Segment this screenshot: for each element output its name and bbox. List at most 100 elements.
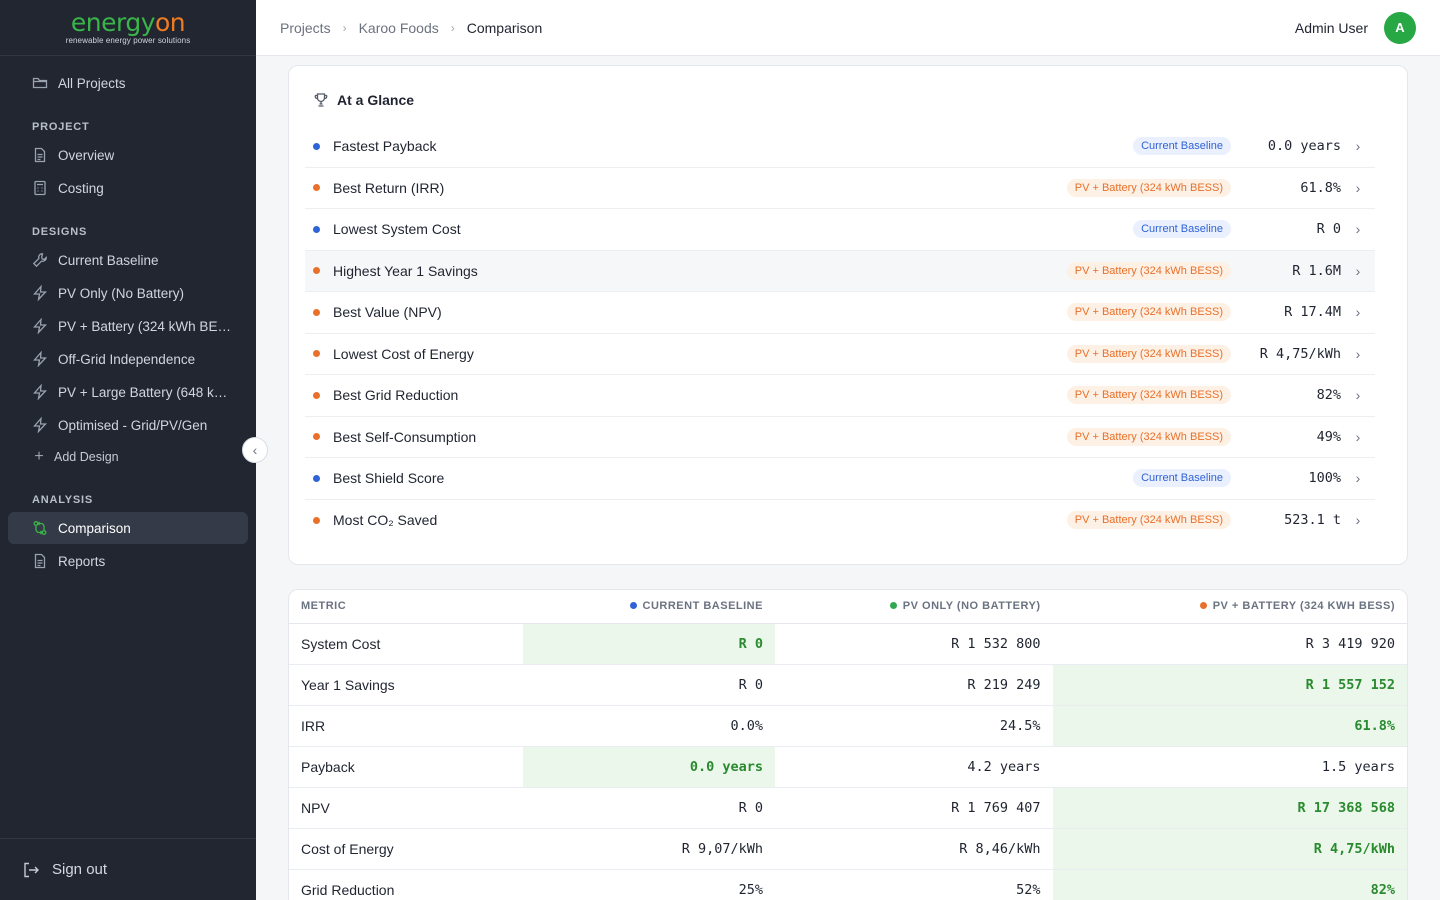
comparison-table-card: METRIC CURRENT BASELINE PV ONLY (NO BATTER…: [288, 589, 1408, 900]
section-title-designs: DESIGNS: [32, 226, 88, 238]
value-cell: R 0: [523, 664, 775, 706]
table-header-row: METRIC CURRENT BASELINE PV ONLY (NO BATTER…: [289, 590, 1407, 624]
glance-label: Most CO₂ Saved: [333, 512, 438, 529]
chevron-right-icon[interactable]: ›: [1355, 387, 1361, 404]
sidebar-item-label: Overview: [58, 147, 115, 163]
glance-row[interactable]: Fastest Payback Current Baseline 0.0 years…: [305, 126, 1375, 168]
glance-row[interactable]: Lowest Cost of Energy PV + Battery (324 k…: [305, 334, 1375, 375]
sidebar-item-pv-only[interactable]: PV Only (No Battery): [8, 277, 248, 309]
add-design-button[interactable]: + Add Design: [8, 442, 248, 472]
value-cell: R 1 532 800: [774, 623, 1053, 665]
breadcrumb-projects[interactable]: Projects: [280, 19, 331, 36]
chevron-right-icon[interactable]: ›: [1355, 179, 1361, 196]
glance-row[interactable]: Best Value (NPV) PV + Battery (324 kWh BE…: [305, 292, 1375, 334]
breadcrumb-project[interactable]: Karoo Foods: [358, 19, 439, 36]
sidebar-item-comparison[interactable]: Comparison: [8, 512, 248, 544]
metric-cell: Year 1 Savings: [289, 664, 524, 706]
sidebar-item-label: PV + Large Battery (648 kWh BESS): [58, 384, 234, 400]
column-header: PV ONLY (NO BATTERY): [774, 590, 1053, 624]
glance-value: 61.8%: [1300, 179, 1341, 196]
sign-out-button[interactable]: Sign out: [0, 838, 256, 900]
breadcrumb: Projects › Karoo Foods › Comparison: [280, 20, 542, 36]
glance-label: Best Grid Reduction: [333, 387, 459, 404]
status-dot: [313, 308, 320, 316]
glance-row[interactable]: Best Shield Score Current Baseline 100% ›: [305, 458, 1375, 500]
chevron-right-icon[interactable]: ›: [1355, 138, 1361, 155]
glance-label: Lowest System Cost: [333, 221, 461, 238]
glance-value: R 17.4M: [1284, 304, 1341, 321]
glance-value: R 0: [1316, 221, 1341, 238]
chevron-right-icon[interactable]: ›: [1355, 304, 1361, 321]
column-header: METRIC: [289, 590, 524, 624]
user-menu[interactable]: Admin User A: [1295, 11, 1416, 44]
document-icon: [32, 147, 48, 163]
sidebar-item-current-baseline[interactable]: Current Baseline: [8, 244, 248, 276]
sidebar-item-label: PV Only (No Battery): [58, 285, 185, 301]
chevron-right-icon[interactable]: ›: [1355, 512, 1361, 529]
glance-row[interactable]: Best Return (IRR) PV + Battery (324 kWh B…: [305, 168, 1375, 209]
sidebar-item-optimised[interactable]: Optimised - Grid/PV/Gen: [8, 409, 248, 441]
sidebar-item-all-projects[interactable]: All Projects: [8, 67, 248, 99]
chevron-right-icon: ›: [450, 20, 455, 35]
glance-value: R 4,75/kWh: [1259, 345, 1341, 362]
status-dot: [313, 267, 320, 275]
table-row: Grid Reduction 25% 52% 82%: [289, 869, 1407, 900]
glance-value: 0.0 years: [1267, 138, 1341, 155]
value-cell: R 17 368 568: [1052, 787, 1407, 829]
glance-row[interactable]: Most CO₂ Saved PV + Battery (324 kWh BESS…: [305, 500, 1375, 542]
design-badge: PV + Battery (324 kWh BESS): [1066, 261, 1231, 280]
glance-label: Best Return (IRR): [333, 179, 445, 196]
sidebar-item-label: Comparison: [58, 520, 131, 536]
design-badge: PV + Battery (324 kWh BESS): [1066, 386, 1231, 405]
design-badge: PV + Battery (324 kWh BESS): [1066, 427, 1231, 446]
sidebar-nav: All Projects PROJECT Overview Costing DE…: [0, 56, 256, 577]
chevron-right-icon[interactable]: ›: [1355, 428, 1361, 445]
sidebar-item-pv-battery[interactable]: PV + Battery (324 kWh BESS): [8, 310, 248, 342]
chevron-right-icon[interactable]: ›: [1355, 262, 1361, 279]
status-dot: [313, 142, 320, 150]
sidebar-item-label: Reports: [58, 553, 106, 569]
section-title-project: PROJECT: [32, 121, 90, 133]
glance-row[interactable]: Highest Year 1 Savings PV + Battery (324 …: [305, 250, 1375, 292]
value-cell: 4.2 years: [774, 746, 1053, 788]
table-row: Payback 0.0 years 4.2 years 1.5 years: [289, 746, 1407, 788]
value-cell: 1.5 years: [1052, 746, 1407, 788]
metric-cell: Cost of Energy: [289, 828, 524, 870]
metric-cell: NPV: [289, 787, 524, 829]
sidebar-item-reports[interactable]: Reports: [8, 545, 248, 577]
glance-row[interactable]: Lowest System Cost Current Baseline R 0 ›: [305, 209, 1375, 251]
sidebar-item-label: Current Baseline: [58, 252, 159, 268]
value-cell: R 0: [523, 787, 775, 829]
status-dot: [313, 391, 320, 399]
table-row: Cost of Energy R 9,07/kWh R 8,46/kWh R 4,75…: [289, 828, 1407, 870]
chevron-right-icon[interactable]: ›: [1355, 221, 1361, 238]
sidebar-item-label: PV + Battery (324 kWh BESS): [58, 318, 234, 334]
value-cell: R 219 249: [774, 664, 1053, 706]
logout-icon: [22, 861, 40, 879]
chevron-right-icon[interactable]: ›: [1355, 470, 1361, 487]
column-header-label: METRIC: [301, 600, 347, 613]
glance-row[interactable]: Best Self-Consumption PV + Battery (324 k…: [305, 417, 1375, 458]
chevron-right-icon[interactable]: ›: [1355, 345, 1361, 362]
sidebar-item-off-grid[interactable]: Off-Grid Independence: [8, 343, 248, 375]
sidebar-item-overview[interactable]: Overview: [8, 139, 248, 171]
status-dot: [313, 516, 320, 524]
avatar[interactable]: A: [1384, 11, 1416, 44]
column-header-label: PV ONLY (NO BATTERY): [902, 600, 1041, 613]
sidebar-item-pv-large-battery[interactable]: PV + Large Battery (648 kWh BESS): [8, 376, 248, 408]
series-dot: [889, 601, 897, 609]
glance-label: Best Value (NPV): [333, 304, 442, 321]
design-badge: PV + Battery (324 kWh BESS): [1066, 511, 1231, 530]
design-badge: PV + Battery (324 kWh BESS): [1066, 178, 1231, 197]
brand-logo[interactable]: energyon renewable energy power solution…: [0, 0, 256, 56]
value-cell: R 0: [523, 623, 775, 665]
value-cell: R 1 769 407: [774, 787, 1053, 829]
glance-row[interactable]: Best Grid Reduction PV + Battery (324 kWh…: [305, 375, 1375, 417]
sidebar: energyon renewable energy power solution…: [0, 0, 256, 900]
series-dot: [629, 601, 637, 609]
glance-label: Best Shield Score: [333, 470, 445, 487]
breadcrumb-current: Comparison: [466, 19, 543, 36]
sidebar-item-costing[interactable]: Costing: [8, 172, 248, 204]
sidebar-collapse-button[interactable]: ‹: [242, 437, 268, 463]
